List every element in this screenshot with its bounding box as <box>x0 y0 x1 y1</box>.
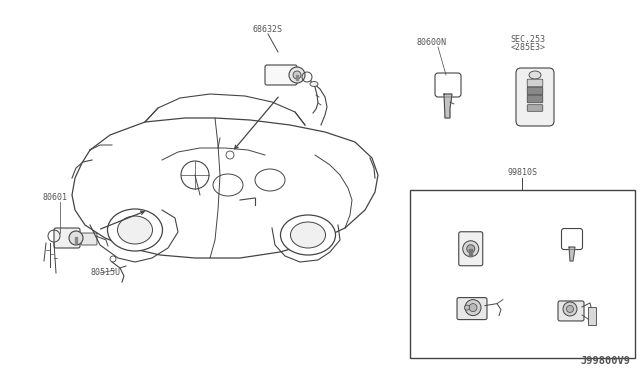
Ellipse shape <box>310 81 318 87</box>
FancyBboxPatch shape <box>561 228 582 250</box>
FancyBboxPatch shape <box>516 68 554 126</box>
Ellipse shape <box>108 209 163 251</box>
FancyBboxPatch shape <box>457 298 487 320</box>
FancyBboxPatch shape <box>527 87 543 95</box>
FancyBboxPatch shape <box>459 232 483 266</box>
Text: 68632S: 68632S <box>253 25 283 34</box>
Ellipse shape <box>118 216 152 244</box>
Polygon shape <box>75 237 77 243</box>
Bar <box>588 307 596 325</box>
Text: 80515U: 80515U <box>90 268 120 277</box>
Circle shape <box>289 67 305 83</box>
Ellipse shape <box>529 71 541 79</box>
FancyBboxPatch shape <box>558 301 584 321</box>
Text: 80600N: 80600N <box>417 38 447 47</box>
Circle shape <box>563 302 577 316</box>
Circle shape <box>465 305 470 310</box>
Text: <285E3>: <285E3> <box>511 43 545 52</box>
Circle shape <box>69 231 83 245</box>
FancyBboxPatch shape <box>527 79 543 87</box>
FancyBboxPatch shape <box>527 105 543 111</box>
Circle shape <box>566 305 573 312</box>
FancyBboxPatch shape <box>81 233 97 245</box>
Bar <box>410 190 635 358</box>
Circle shape <box>465 299 481 315</box>
Circle shape <box>469 304 477 312</box>
Polygon shape <box>569 247 575 261</box>
Polygon shape <box>469 249 472 256</box>
Text: 99810S: 99810S <box>508 168 538 177</box>
Circle shape <box>463 241 479 257</box>
Text: 80601: 80601 <box>42 193 67 202</box>
Text: SEC.253: SEC.253 <box>511 35 545 44</box>
FancyBboxPatch shape <box>54 228 80 248</box>
Circle shape <box>293 71 301 79</box>
Polygon shape <box>296 75 298 80</box>
Circle shape <box>467 245 475 253</box>
Ellipse shape <box>291 222 326 248</box>
FancyBboxPatch shape <box>435 73 461 97</box>
FancyBboxPatch shape <box>265 65 297 85</box>
FancyBboxPatch shape <box>527 95 543 103</box>
Text: J99800V9: J99800V9 <box>580 356 630 366</box>
Polygon shape <box>444 94 452 118</box>
Ellipse shape <box>280 215 335 255</box>
